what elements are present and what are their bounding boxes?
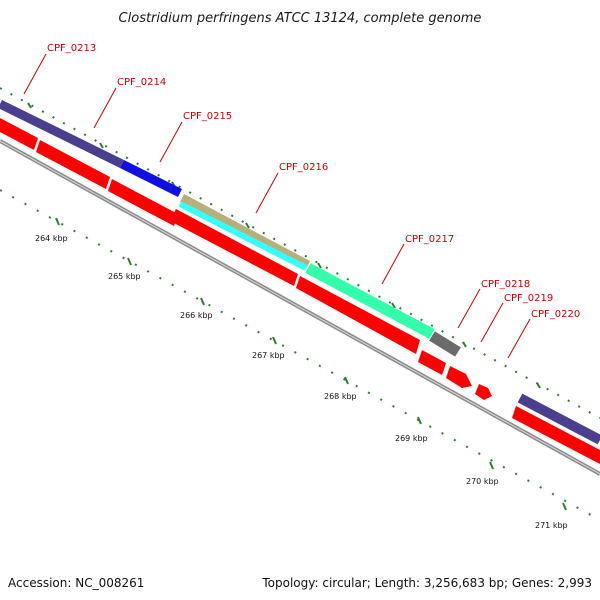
feature-band-upper [0,99,600,445]
cds-band [0,118,600,464]
cds-arrow [418,350,446,375]
gene-label-cpf-0217: CPF_0217 [405,234,454,245]
cds-arrow [170,209,298,286]
feature-cpf-0218 [429,331,461,357]
kbp-label: 271 kbp [535,521,568,530]
cds-arrow [512,406,600,464]
gene-label-cpf-0220: CPF_0220 [531,309,580,320]
feature-cpf-0217 [305,263,435,339]
kbp-label: 270 kbp [466,477,499,486]
feature-cpf-0213 [0,99,124,169]
gene-label-cpf-0216: CPF_0216 [279,162,328,173]
cds-arrow [446,366,472,388]
kbp-label: 268 kbp [324,392,357,401]
genome-summary-text: Topology: circular; Length: 3,256,683 bp… [261,576,592,590]
gene-label-leaders [23,53,531,359]
feature-cpf-0215 [179,194,311,269]
kbp-labels: 264 kbp 265 kbp 266 kbp 267 kbp 268 kbp … [35,234,568,530]
accession-text: Accession: NC_008261 [8,576,144,590]
kbp-label: 264 kbp [35,234,68,243]
gene-label-cpf-0215: CPF_0215 [183,111,232,122]
kbp-label: 265 kbp [108,272,141,281]
kbp-label: 266 kbp [180,311,213,320]
feature-cpf-0214 [119,159,183,198]
cds-arrow [296,276,420,354]
feature-cpf-0216-cyan [178,201,308,271]
kbp-label: 269 kbp [395,434,428,443]
cds-arrow [36,140,110,189]
gene-label-cpf-0213: CPF_0213 [47,43,96,54]
gene-label-cpf-0214: CPF_0214 [117,77,166,88]
upper-tick-track [0,87,600,419]
feature-cpf-0220 [517,393,600,445]
cds-arrow [475,384,492,400]
kbp-label: 267 kbp [252,351,285,360]
cds-arrow [108,179,178,226]
lower-major-ticks [55,217,567,511]
backbone [0,139,600,476]
map-title: Clostridium perfringens ATCC 13124, comp… [119,11,482,26]
gene-label-cpf-0219: CPF_0219 [504,293,553,304]
gene-label-cpf-0218: CPF_0218 [481,279,530,290]
upper-major-ticks [27,102,541,389]
gene-labels: CPF_0213 CPF_0214 CPF_0215 CPF_0216 CPF_… [47,43,580,320]
cds-arrow [0,118,38,150]
